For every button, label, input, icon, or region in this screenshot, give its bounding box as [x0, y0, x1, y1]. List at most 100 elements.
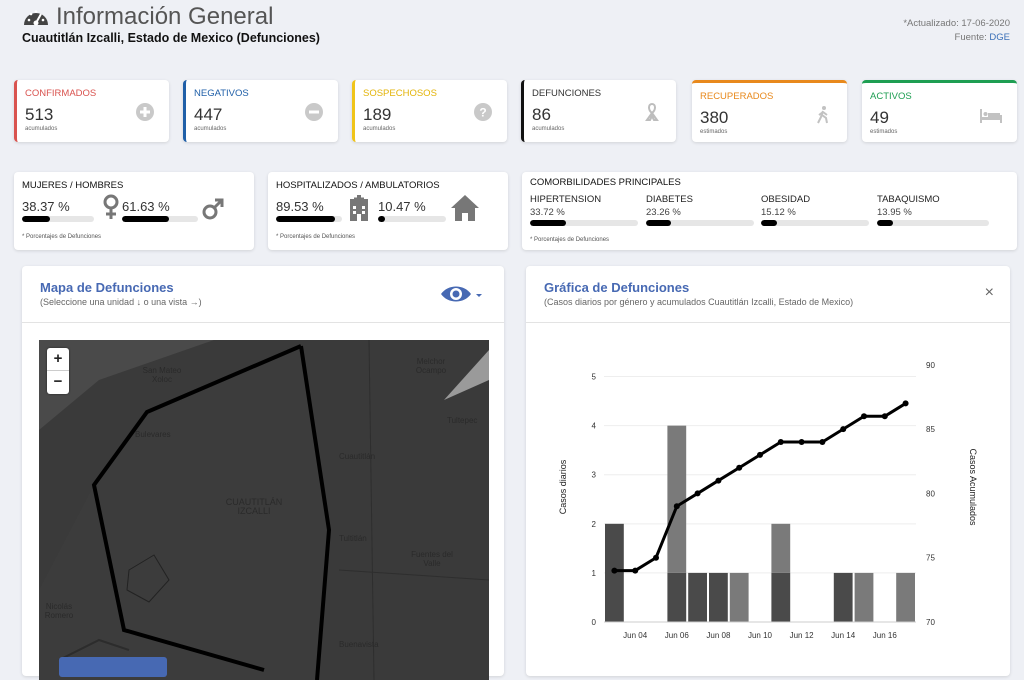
map-label: Nicolás Romero — [44, 602, 74, 620]
bar-segment — [709, 572, 728, 622]
x-tick-label: Jun 14 — [831, 631, 856, 640]
bar-segment — [771, 523, 791, 573]
comorb-pct: 15.12 % — [761, 207, 796, 218]
kpi-card-negativos: NEGATIVOS 447 acumulados — [183, 80, 338, 142]
kpi-sub: acumulados — [194, 126, 227, 132]
y-tick-label: 5 — [592, 373, 597, 382]
y2-tick-label: 80 — [926, 489, 935, 498]
hospital-label: HOSPITALIZADOS / AMBULATORIOS — [276, 180, 440, 191]
kpi-sub: acumulados — [532, 126, 565, 132]
kpi-sub: acumulados — [25, 126, 58, 132]
dashboard-gauge-icon — [24, 10, 48, 26]
hospitalized-pct: 89.53 % — [276, 199, 324, 214]
comorb-name: TABAQUISMO — [877, 194, 940, 205]
map-label: Melchor Ocampo — [415, 357, 447, 375]
chart-panel-subtitle: (Casos diarios por género y acumulados C… — [544, 297, 854, 307]
kpi-sub: acumulados — [363, 126, 396, 132]
map-label: Cuautitlán — [339, 452, 376, 461]
x-tick-label: Jun 04 — [623, 631, 648, 640]
close-icon[interactable]: × — [984, 284, 994, 301]
y-tick-label: 2 — [592, 520, 597, 529]
comorbidities-label: COMORBILIDADES PRINCIPALES — [530, 177, 681, 188]
hospitalized-bar — [276, 216, 342, 222]
kpi-label: SOSPECHOSOS — [363, 88, 437, 99]
ambulatory-pct: 10.47 % — [378, 199, 426, 214]
cumulative-point — [611, 567, 618, 574]
cumulative-point — [902, 400, 909, 407]
kpi-value: 513 — [25, 105, 54, 124]
cumulative-point — [840, 426, 847, 433]
walking-icon — [817, 106, 828, 124]
zoom-control: + − — [47, 348, 69, 394]
cumulative-point — [673, 503, 680, 510]
men-pct: 61.63 % — [122, 199, 170, 214]
x-tick-label: Jun 06 — [665, 631, 690, 640]
kpi-label: NEGATIVOS — [194, 88, 249, 99]
map-header-divider — [22, 322, 504, 323]
kpi-card-confirmados: CONFIRMADOS 513 acumulados — [14, 80, 169, 142]
x-tick-label: Jun 12 — [790, 631, 815, 640]
gender-label: MUJERES / HOMBRES — [22, 180, 124, 191]
page-title: Información General — [56, 3, 274, 30]
view-eye-dropdown-icon[interactable] — [440, 283, 484, 305]
layer-selector-button[interactable] — [59, 657, 167, 677]
plus-circle-icon — [136, 103, 154, 121]
comorb-pct: 13.95 % — [877, 207, 912, 218]
source-link[interactable]: DGE — [989, 32, 1010, 43]
comorb-name: OBESIDAD — [761, 194, 811, 205]
map-label: Fuentes del Valle — [411, 550, 453, 568]
map-panel-title: Mapa de Defunciones — [40, 280, 174, 295]
page-subtitle: Cuautitlán Izcalli, Estado de Mexico (De… — [22, 31, 320, 45]
bar-segment — [771, 572, 791, 622]
bar-segment — [688, 572, 707, 622]
chart-header-divider — [526, 322, 1010, 323]
cumulative-point — [798, 439, 805, 445]
bar-segment — [896, 572, 915, 622]
map-label: Bulevares — [135, 430, 171, 439]
cumulative-point — [819, 439, 826, 445]
cumulative-point — [757, 451, 763, 458]
cumulative-point — [861, 413, 867, 420]
hospital-note: * Porcentajes de Defunciones — [276, 234, 356, 240]
comorb-name: DIABETES — [646, 194, 693, 205]
bar-segment — [854, 572, 874, 622]
zoom-in-button[interactable]: + — [47, 348, 69, 371]
y-tick-label: 0 — [592, 618, 597, 627]
hospital-building-icon — [350, 195, 368, 221]
kpi-label: DEFUNCIONES — [532, 88, 602, 99]
kpi-card-activos: ACTIVOS 49 estimados — [862, 80, 1017, 142]
x-tick-label: Jun 16 — [873, 631, 898, 640]
cumulative-point — [632, 567, 639, 574]
zoom-out-button[interactable]: − — [53, 373, 63, 390]
deaths-chart: 0 1 2 3 4 5 70 75 80 85 90 Jun 04 Jun 06 Jun 08 Jun 10… — [558, 361, 978, 640]
gender-note: * Porcentajes de Defunciones — [22, 234, 102, 240]
chart-panel-title: Gráfica de Defunciones — [544, 280, 690, 295]
bar-segment — [729, 572, 749, 622]
cumulative-point — [653, 554, 659, 561]
map-view[interactable]: San Mateo Xoloc Bulevares CUAUTITLÁN IZC… — [39, 340, 489, 680]
house-icon — [451, 195, 479, 221]
gender-card: MUJERES / HOMBRES 38.37 % 61.63 % * Porc… — [14, 172, 254, 250]
kpi-card-defunciones: DEFUNCIONES 86 acumulados — [521, 80, 676, 142]
comorb-name: HIPERTENSION — [530, 194, 602, 205]
female-symbol-icon — [103, 194, 119, 219]
comorb-pct: 33.72 % — [530, 207, 565, 218]
map-panel: Mapa de Defunciones (Seleccione una unid… — [22, 266, 504, 680]
comorbidities-note: * Porcentajes de Defunciones — [530, 237, 610, 243]
kpi-card-sospechosos: SOSPECHOSOS 189 acumulados ? — [352, 80, 507, 142]
map-label: Tultepec — [447, 416, 478, 425]
map-label: Tultitlán — [339, 534, 367, 543]
y-axis-title: Casos diarios — [558, 459, 568, 514]
kpi-value: 380 — [700, 108, 729, 127]
cumulative-line — [614, 402, 907, 573]
cumulative-point — [715, 477, 722, 484]
ambulatory-bar — [378, 216, 446, 222]
update-info: *Actualizado: 17-06-2020 Fuente: DGE — [903, 17, 1010, 45]
comorb-pct: 23.26 % — [646, 207, 681, 218]
minus-circle-icon — [305, 103, 323, 121]
bar-segment — [667, 425, 687, 573]
source-line: Fuente: DGE — [903, 31, 1010, 45]
kpi-value: 447 — [194, 105, 223, 124]
ribbon-icon — [645, 102, 659, 121]
chart-panel: Gráfica de Defunciones (Casos diarios po… — [526, 266, 1010, 676]
